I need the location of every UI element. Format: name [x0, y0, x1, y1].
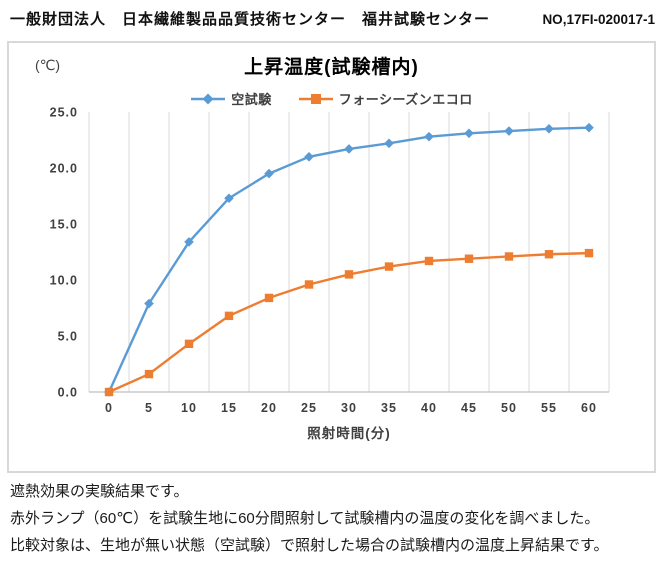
- data-point-diamond: [424, 131, 434, 142]
- note-line-1: 遮熱効果の実験結果です。: [10, 483, 189, 500]
- data-point-square: [584, 248, 594, 258]
- data-point-square: [264, 293, 274, 303]
- x-tick-label: 35: [381, 401, 397, 415]
- line-square-marker-icon: [298, 93, 333, 104]
- chart-panel: (℃) 上昇温度(試験槽内) 空試験 フォーシーズンエコロ 0.0 5.0 10.0…: [7, 41, 656, 473]
- data-point-square: [184, 339, 194, 349]
- data-point-square: [464, 254, 474, 263]
- y-axis-unit-label: (℃): [35, 57, 61, 73]
- data-point-square: [344, 270, 354, 279]
- x-axis-title: 照射時間(分): [307, 425, 391, 441]
- x-tick-label: 20: [261, 401, 277, 415]
- y-tick-label: 0.0: [58, 386, 78, 400]
- data-point-square: [424, 256, 434, 266]
- data-point-square: [144, 369, 154, 379]
- legend-item-blank-test: 空試験: [190, 89, 272, 108]
- x-tick-label: 30: [341, 401, 357, 415]
- y-tick-label: 10.0: [50, 274, 78, 288]
- data-point-diamond: [544, 124, 554, 134]
- data-point-square: [384, 262, 394, 271]
- data-point-diamond: [184, 237, 194, 247]
- y-tick-label: 25.0: [50, 106, 78, 120]
- y-tick-label: 5.0: [58, 330, 78, 344]
- data-point-square: [544, 250, 554, 259]
- chart-title: 上昇温度(試験槽内): [244, 57, 419, 78]
- data-point-diamond: [344, 144, 354, 154]
- y-tick-label: 15.0: [50, 218, 78, 232]
- data-point-square: [104, 387, 114, 397]
- organization-title: 一般財団法人 日本繊維製品品質技術センター 福井試験センター: [10, 11, 491, 28]
- x-tick-label: 25: [301, 401, 317, 415]
- line-diamond-marker-icon: [191, 93, 226, 104]
- chart-legend: 空試験 フォーシーズンエコロ: [9, 89, 654, 108]
- report-header: 一般財団法人 日本繊維製品品質技術センター 福井試験センター NO,17FI-0…: [10, 8, 655, 29]
- x-tick-label: 40: [421, 401, 437, 415]
- x-tick-label: 45: [461, 401, 477, 415]
- data-point-diamond: [304, 152, 314, 162]
- notes: 遮熱効果の実験結果です。 赤外ランプ（60℃）を試験生地に60分間照射して試験槽…: [10, 478, 660, 559]
- note-line-2: 赤外ランプ（60℃）を試験生地に60分間照射して試験槽内の温度の変化を調べました…: [10, 510, 600, 527]
- legend-item-four-seasons-ecolo: フォーシーズンエコロ: [298, 89, 473, 108]
- data-point-square: [304, 280, 314, 289]
- data-point-square: [224, 311, 234, 321]
- data-point-diamond: [224, 193, 234, 204]
- data-point-diamond: [584, 122, 594, 133]
- x-tick-label: 15: [221, 401, 237, 415]
- data-point-diamond: [504, 126, 514, 136]
- data-point-diamond: [264, 168, 274, 179]
- data-point-square: [504, 252, 514, 261]
- x-tick-label: 55: [541, 401, 557, 415]
- x-tick-label: 5: [145, 401, 153, 415]
- y-tick-label: 20.0: [50, 162, 78, 176]
- data-point-diamond: [144, 298, 154, 309]
- x-tick-label: 10: [181, 401, 197, 415]
- x-tick-label: 50: [501, 401, 517, 415]
- chart-plot: 0.0 5.0 10.0 15.0 20.0 25.0 0 5 10 15 20 25 30 35 40 45…: [50, 106, 610, 441]
- x-tick-label: 0: [105, 401, 113, 415]
- x-tick-label: 60: [581, 401, 597, 415]
- data-point-diamond: [464, 128, 474, 139]
- legend-label-four-seasons-ecolo: フォーシーズンエコロ: [338, 92, 473, 107]
- note-line-3: 比較対象は、生地が無い状態（空試験）で照射した場合の試験槽内の温度上昇結果です。: [10, 537, 609, 554]
- report-number: NO,17FI-020017-1: [542, 12, 655, 27]
- legend-label-blank-test: 空試験: [231, 92, 272, 107]
- data-point-diamond: [384, 138, 394, 149]
- series-line-0: [107, 126, 591, 394]
